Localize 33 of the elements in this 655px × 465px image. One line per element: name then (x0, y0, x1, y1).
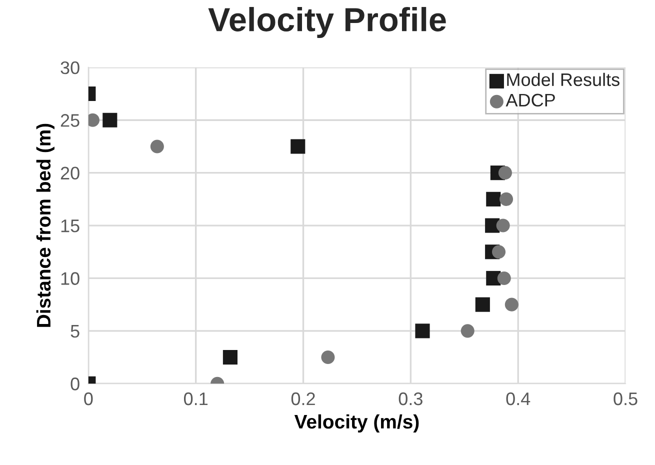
x-tick-label: 0.5 (614, 392, 638, 406)
point (497, 271, 511, 285)
point (102, 112, 118, 128)
x-axis-title: Velocity (m/s) (294, 414, 419, 432)
point (290, 139, 306, 154)
point (500, 192, 514, 206)
y-tick-label: 15 (61, 220, 80, 232)
point (492, 245, 506, 259)
y-tick-label: 20 (60, 166, 80, 180)
point (150, 140, 164, 154)
chart-title: Velocity Profile (208, 6, 446, 38)
x-tick-label: 0 (84, 392, 93, 406)
point (504, 298, 518, 312)
point (222, 350, 238, 365)
x-tick-label: 0.4 (506, 392, 530, 406)
x-tick-label: 0.2 (291, 392, 315, 406)
point (486, 192, 501, 206)
y-axis-title: Distance from bed (m) (36, 124, 54, 327)
legend-label: Model Results (507, 72, 620, 86)
point (460, 324, 474, 338)
y-tick-label: 10 (61, 272, 80, 285)
point (496, 218, 510, 232)
y-tick-label: 30 (60, 61, 80, 74)
point (321, 350, 335, 364)
y-tick-label: 0 (70, 378, 80, 390)
point (498, 166, 512, 180)
point (415, 324, 430, 338)
y-tick-label: 25 (60, 114, 80, 127)
legend-label: ADCP (506, 94, 555, 107)
y-tick-label: 5 (70, 325, 80, 338)
point (475, 297, 490, 312)
x-tick-label: 0.1 (184, 392, 208, 406)
x-tick-label: 0.3 (398, 392, 422, 406)
